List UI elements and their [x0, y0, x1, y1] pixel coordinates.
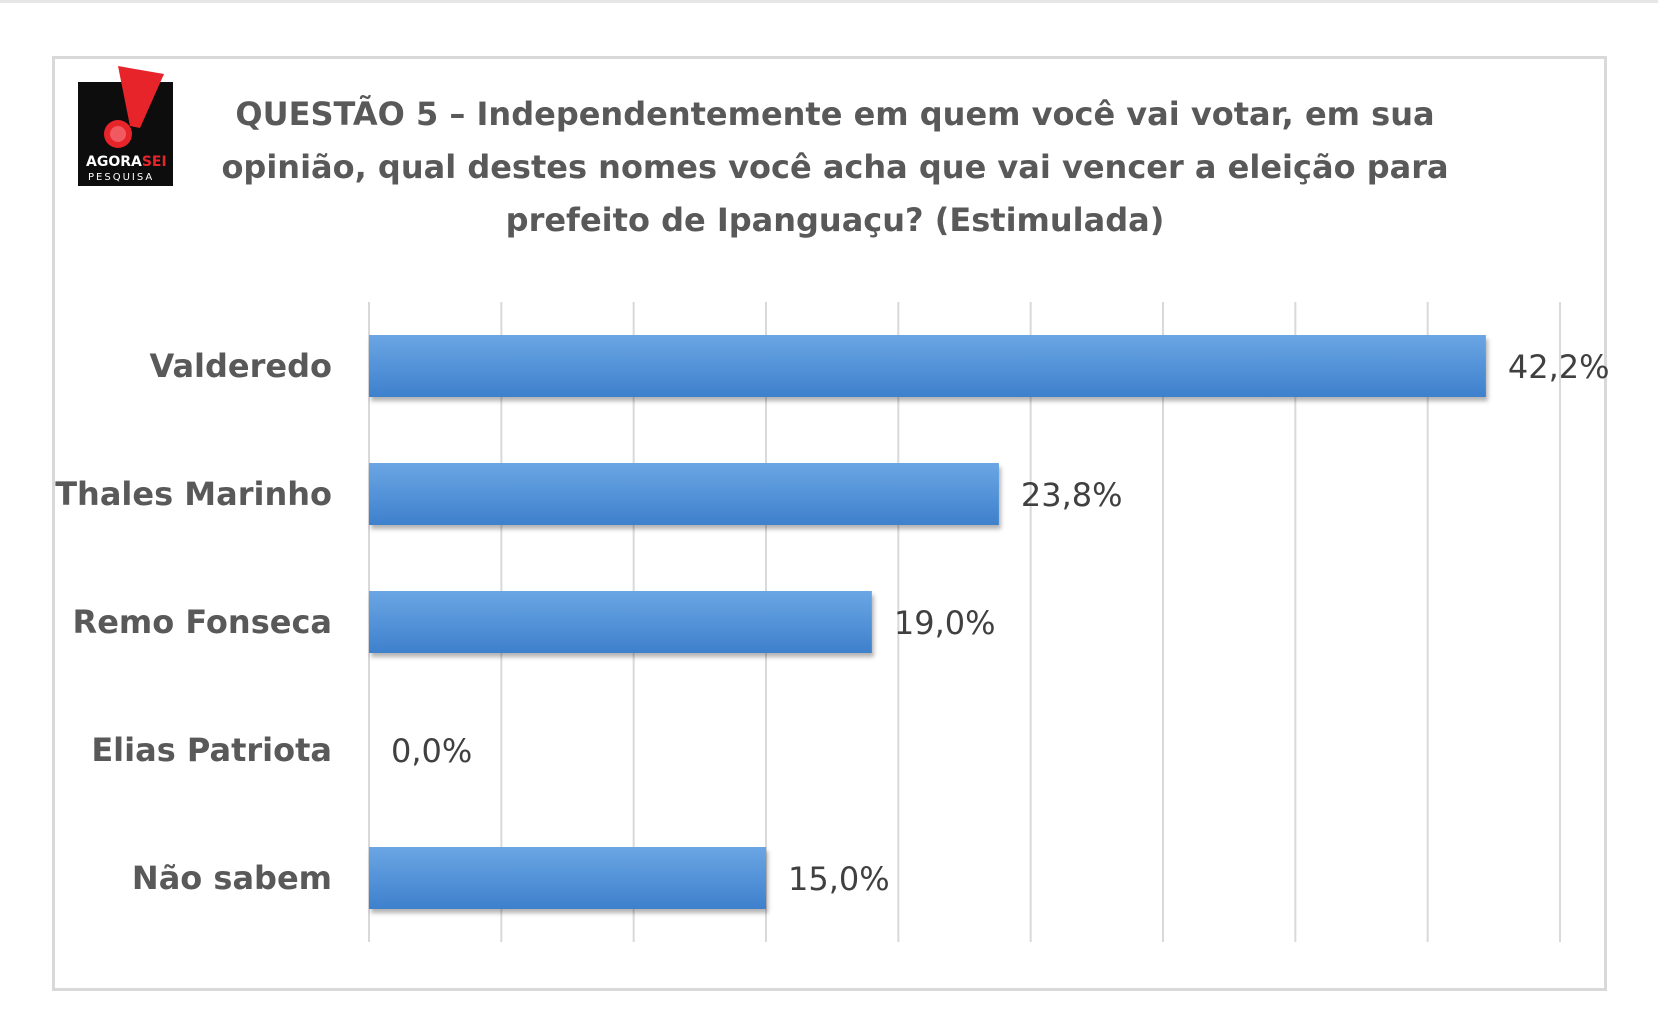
logo-brand-bottom: PESQUISA — [88, 172, 154, 183]
category-labels: Valderedo Thales Marinho Remo Fonseca Elias… — [55, 347, 332, 897]
data-label: 23,8% — [1021, 476, 1123, 514]
data-label: 15,0% — [788, 860, 890, 898]
data-label: 0,0% — [391, 732, 472, 770]
bar-thales-marinho — [369, 463, 999, 525]
category-label: Não sabem — [132, 859, 332, 897]
category-label: Thales Marinho — [55, 475, 332, 513]
data-label: 42,2% — [1508, 348, 1610, 386]
agorasei-logo-icon: AGORASEI PESQUISA — [78, 66, 173, 186]
bars — [369, 335, 1486, 909]
logo-brand-top: AGORASEI — [86, 154, 167, 170]
bar-valderedo — [369, 335, 1486, 397]
bar-remo-fonseca — [369, 591, 872, 653]
top-rule — [0, 0, 1658, 3]
data-label: 19,0% — [894, 604, 996, 642]
category-label: Remo Fonseca — [73, 603, 332, 641]
bar-n-o-sabem — [369, 847, 766, 909]
value-labels: 42,2% 23,8% 19,0% 0,0% 15,0% — [391, 348, 1610, 898]
logo-exclamation-bar — [118, 66, 164, 128]
chart-title: QUESTÃO 5 – Independentemente em quem vo… — [220, 88, 1450, 247]
chart-title-line-2: opinião, qual destes nomes você acha que… — [221, 148, 1449, 186]
category-label: Valderedo — [149, 347, 332, 385]
chart-title-line-3: prefeito de Ipanguaçu? (Estimulada) — [505, 201, 1165, 239]
chart-title-line-1: QUESTÃO 5 – Independentemente em quem vo… — [235, 95, 1435, 133]
category-label: Elias Patriota — [91, 731, 332, 769]
